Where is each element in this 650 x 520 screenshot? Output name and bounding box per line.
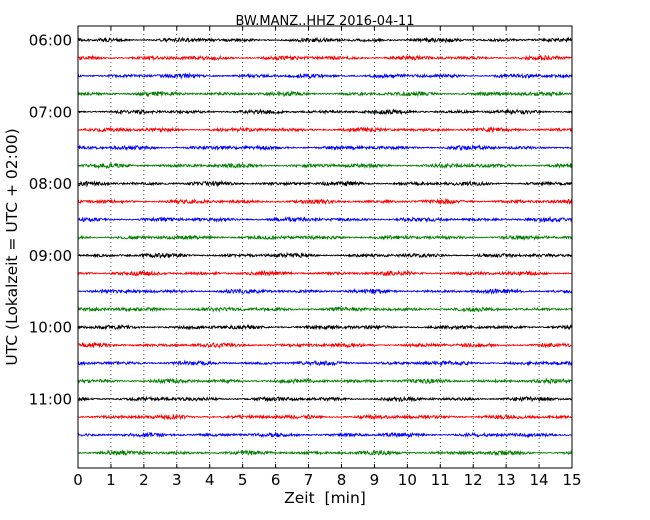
x-tick-label: 1 (106, 471, 116, 489)
trace-0945 (77, 305, 573, 313)
plot-frame (77, 25, 573, 469)
grid-lines (110, 26, 540, 468)
x-tick-label: 15 (562, 471, 581, 489)
x-tick-label: 5 (238, 471, 248, 489)
trace-0645 (77, 90, 573, 98)
trace-1015 (77, 341, 573, 350)
x-tick-label: 9 (370, 471, 380, 489)
trace-0730 (77, 144, 573, 152)
y-axis: 06:00 07:00 08:00 09:00 10:00 11:00 (29, 32, 572, 409)
y-tick-label: 08:00 (29, 175, 72, 193)
x-tick-label: 10 (398, 471, 417, 489)
x-tick-label: 0 (73, 471, 83, 489)
trace-0930 (77, 287, 572, 295)
x-axis: 0 1 2 3 4 5 6 7 8 9 10 11 12 13 14 15 (73, 26, 582, 489)
trace-1045 (77, 377, 573, 385)
x-tick-label: 4 (205, 471, 215, 489)
trace-1130 (77, 431, 573, 439)
y-axis-label: UTC (Lokalzeit = UTC + 02:00) (3, 128, 21, 365)
trace-0745 (77, 162, 573, 170)
y-tick-label: 07:00 (29, 103, 72, 121)
trace-1000 (77, 323, 573, 331)
trace-0700 (77, 108, 573, 116)
y-tick-label: 06:00 (29, 32, 72, 50)
trace-0630 (77, 72, 573, 80)
trace-0830 (77, 215, 573, 224)
x-axis-label: Zeit [min] (284, 489, 366, 507)
trace-0900 (77, 251, 573, 260)
trace-1115 (77, 413, 573, 421)
x-tick-label: 3 (172, 471, 182, 489)
trace-1100 (77, 395, 573, 403)
x-tick-label: 13 (497, 471, 516, 489)
trace-0915 (77, 269, 573, 277)
trace-0845 (77, 234, 573, 241)
y-tick-label: 09:00 (29, 247, 72, 265)
trace-0615 (77, 54, 573, 62)
x-tick-label: 14 (530, 471, 549, 489)
x-tick-label: 2 (139, 471, 149, 489)
x-tick-label: 11 (431, 471, 450, 489)
x-tick-label: 7 (304, 471, 314, 489)
y-tick-label: 10:00 (29, 319, 72, 337)
trace-0715 (77, 126, 573, 134)
y-tick-label: 11:00 (29, 391, 72, 409)
traces-layer (77, 36, 573, 457)
trace-0815 (77, 198, 573, 206)
trace-0800 (77, 180, 573, 188)
trace-1030 (77, 359, 573, 367)
x-tick-label: 12 (464, 471, 483, 489)
x-tick-label: 6 (271, 471, 281, 489)
chart-title: BW.MANZ..HHZ 2016-04-11 (235, 14, 414, 29)
x-tick-label: 8 (337, 471, 347, 489)
trace-0600 (77, 36, 573, 44)
trace-1145 (77, 449, 573, 457)
